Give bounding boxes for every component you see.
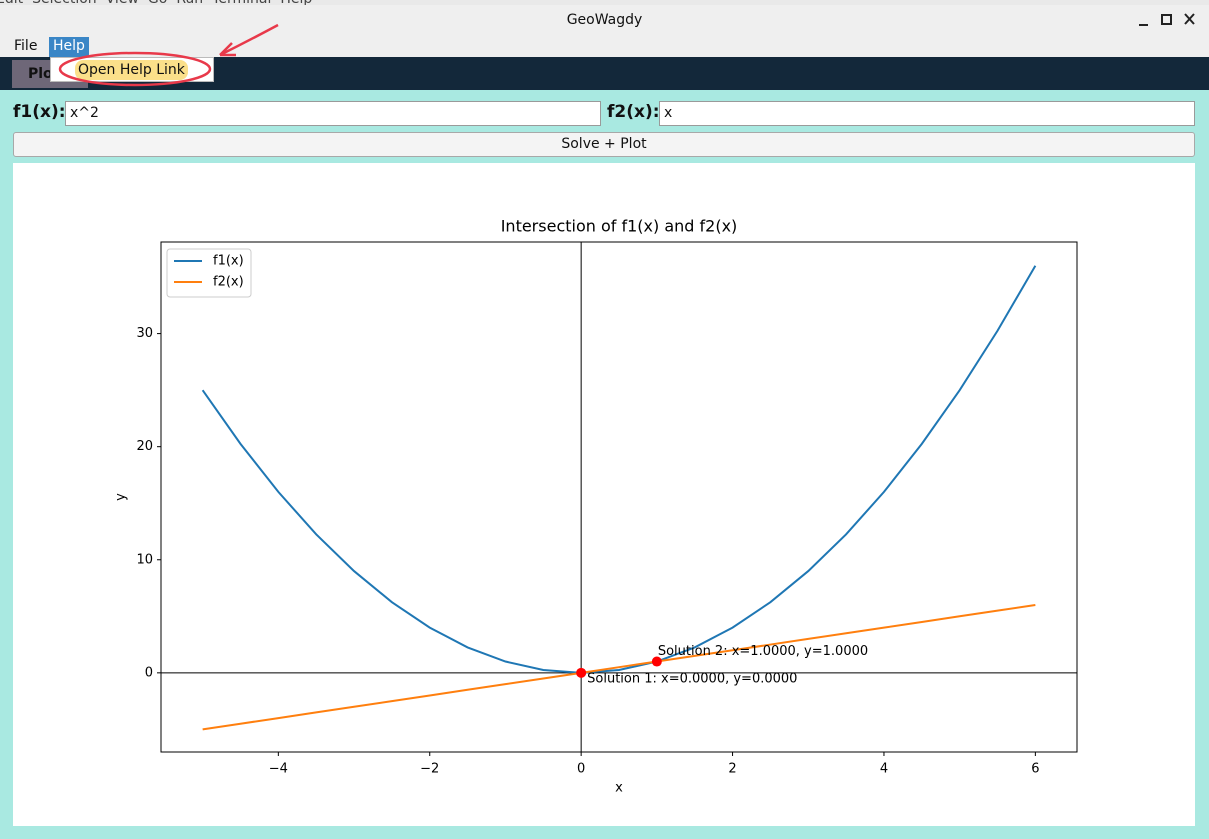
menu-item[interactable]: Help (49, 37, 89, 57)
x-tick-label: −4 (269, 762, 288, 777)
x-axis-label: x (615, 781, 623, 796)
title-bar: GeoWagdy (0, 5, 1209, 37)
axes-frame (160, 241, 1078, 753)
y-tick-label: 30 (136, 326, 153, 341)
button[interactable]: Solve + Plot (13, 132, 1195, 157)
x-tick-label: 0 (577, 762, 585, 777)
chart-title: Intersection of f1(x) and f2(x) (501, 217, 738, 236)
x-tick-label: 2 (728, 762, 736, 777)
y-tick-label: 0 (145, 665, 153, 680)
window-controls[interactable] (1130, 10, 1205, 32)
background-menu-item: View (106, 0, 139, 7)
line-series (202, 604, 1036, 731)
legend-label: f1(x) (213, 254, 244, 269)
plot-area: Intersection of f1(x) and f2(x) x y −4 −2 0 2 4… (13, 163, 1195, 826)
x-tick-label: 4 (880, 762, 888, 777)
legend-label: f2(x) (213, 275, 244, 290)
solution-label: Solution 2: x=1.0000, y=1.0000 (658, 644, 868, 659)
chart: Intersection of f1(x) and f2(x) x y −4 −2 0 2 4… (114, 217, 1078, 796)
background-menu-item: Run (176, 0, 203, 7)
window-title: GeoWagdy (566, 12, 643, 28)
y-tick-label: 10 (136, 552, 153, 567)
background-menu-item: Help (280, 0, 312, 7)
solution-point (576, 667, 587, 678)
dropdown-menu: Open Help Link (50, 57, 214, 82)
solution-point (651, 656, 662, 667)
background-menu-item: Selection (32, 0, 97, 7)
x-tick-label: −2 (420, 762, 439, 777)
background-menu-item: Go (148, 0, 167, 7)
annotation (58, 23, 279, 87)
y-tick-label: 20 (136, 439, 153, 454)
background-menu-item: Terminal (212, 0, 271, 7)
menu-item[interactable]: File (14, 38, 38, 54)
menu-bar: File Help (0, 37, 1209, 57)
input-label: f2(x): (607, 102, 660, 122)
x-tick-label: 6 (1031, 762, 1039, 777)
text-input[interactable]: x^2 (65, 101, 601, 126)
text-input[interactable]: x (659, 101, 1195, 126)
background-menu: Edit Selection View Go Run Terminal Help (0, 0, 321, 7)
input-label: f1(x): (13, 102, 66, 122)
background-menu-item: Edit (0, 0, 23, 7)
y-axis-label: y (114, 493, 129, 501)
dropdown-item[interactable]: Open Help Link (75, 60, 188, 80)
line-series (201, 265, 1037, 674)
solution-label: Solution 1: x=0.0000, y=0.0000 (587, 671, 797, 686)
